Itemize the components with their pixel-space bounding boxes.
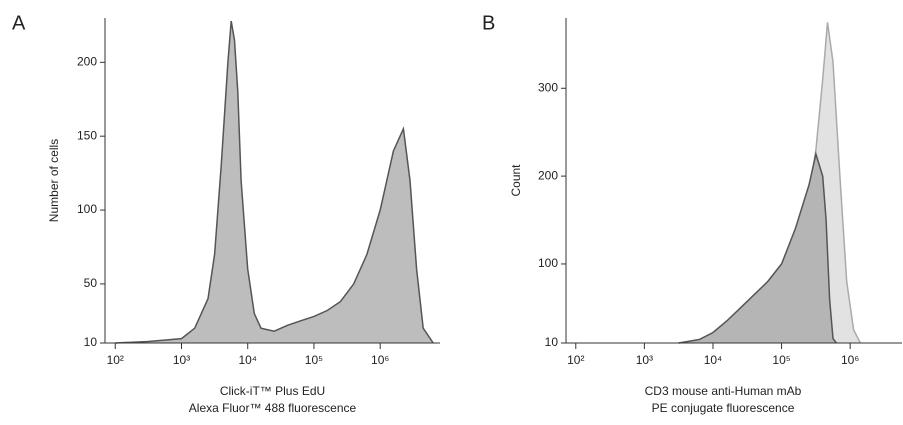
x-axis-label: PE conjugate fluorescence <box>652 401 795 415</box>
y-axis-label: Number of cells <box>47 139 61 222</box>
y-tick-label: 200 <box>77 54 97 68</box>
x-tick-label: 10⁴ <box>704 353 723 367</box>
area-line <box>678 151 837 344</box>
panel-label: B <box>482 12 495 34</box>
y-axis-label: Count <box>509 164 523 197</box>
area-line <box>115 20 434 344</box>
x-tick-label: 10⁶ <box>371 353 389 367</box>
area-fill <box>115 21 434 343</box>
y-tick-label: 150 <box>77 128 97 142</box>
x-axis-label: CD3 mouse anti-Human mAb <box>645 384 802 398</box>
x-tick-label: 10³ <box>636 353 653 367</box>
area-fill <box>678 154 837 343</box>
x-axis-label: Alexa Fluor™ 488 fluorescence <box>189 401 357 415</box>
y-tick-label: 10 <box>84 335 98 349</box>
x-tick-label: 10² <box>107 353 124 367</box>
x-tick-label: 10⁴ <box>238 353 257 367</box>
x-tick-label: 10⁶ <box>841 353 859 367</box>
x-tick-label: 10³ <box>173 353 190 367</box>
x-tick-label: 10² <box>567 353 584 367</box>
y-tick-label: 50 <box>84 276 98 290</box>
y-tick-label: 300 <box>538 80 558 94</box>
x-axis-label: Click-iT™ Plus EdU <box>220 384 325 398</box>
panel-label: A <box>12 12 26 34</box>
x-tick-label: 10⁵ <box>772 353 790 367</box>
y-tick-label: 100 <box>538 256 558 270</box>
y-tick-label: 10 <box>545 335 559 349</box>
y-tick-label: 100 <box>77 202 97 216</box>
y-tick-label: 200 <box>538 168 558 182</box>
x-tick-label: 10⁵ <box>305 353 323 367</box>
